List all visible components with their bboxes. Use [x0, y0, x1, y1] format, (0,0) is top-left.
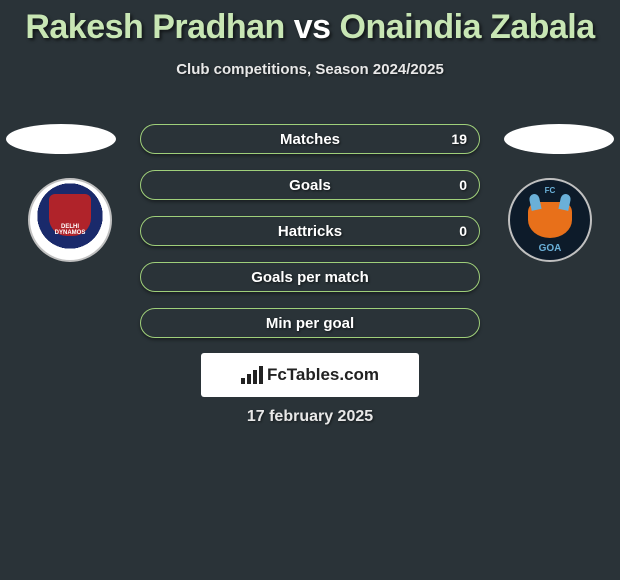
stat-right-value: 0	[459, 177, 467, 193]
stat-label: Goals	[289, 177, 331, 194]
stat-row-hattricks: Hattricks 0	[140, 216, 480, 246]
badge-emblem-right	[528, 202, 572, 238]
badge-bottom-text: GOA	[539, 243, 562, 254]
brand-box[interactable]: FcTables.com	[201, 353, 419, 397]
stat-label: Matches	[280, 131, 340, 148]
stat-row-goals-per-match: Goals per match	[140, 262, 480, 292]
badge-text-left: DELHI DYNAMOS	[50, 224, 90, 236]
oval-decoration-left	[6, 124, 116, 154]
oval-decoration-right	[504, 124, 614, 154]
stat-label: Min per goal	[266, 315, 354, 332]
player1-name: Rakesh Pradhan	[25, 8, 284, 46]
bar-chart-icon	[241, 366, 263, 384]
stat-row-goals: Goals 0	[140, 170, 480, 200]
stat-right-value: 0	[459, 223, 467, 239]
team-badge-left: DELHI DYNAMOS	[20, 178, 120, 262]
date-text: 17 february 2025	[0, 408, 620, 426]
brand-text: FcTables.com	[267, 365, 379, 385]
stat-row-matches: Matches 19	[140, 124, 480, 154]
comparison-title: Rakesh Pradhan vs Onaindia Zabala	[0, 0, 620, 47]
subtitle: Club competitions, Season 2024/2025	[0, 61, 620, 78]
team-badge-right: FC GOA	[500, 178, 600, 262]
badge-top-text: FC	[545, 186, 556, 195]
stat-label: Hattricks	[278, 223, 342, 240]
stat-right-value: 19	[451, 131, 467, 147]
stats-container: Matches 19 Goals 0 Hattricks 0 Goals per…	[140, 124, 480, 354]
stat-label: Goals per match	[251, 269, 369, 286]
vs-separator: vs	[294, 8, 331, 46]
badge-circle-left: DELHI DYNAMOS	[28, 178, 112, 262]
stat-row-min-per-goal: Min per goal	[140, 308, 480, 338]
player2-name: Onaindia Zabala	[340, 8, 595, 46]
badge-circle-right: FC GOA	[508, 178, 592, 262]
